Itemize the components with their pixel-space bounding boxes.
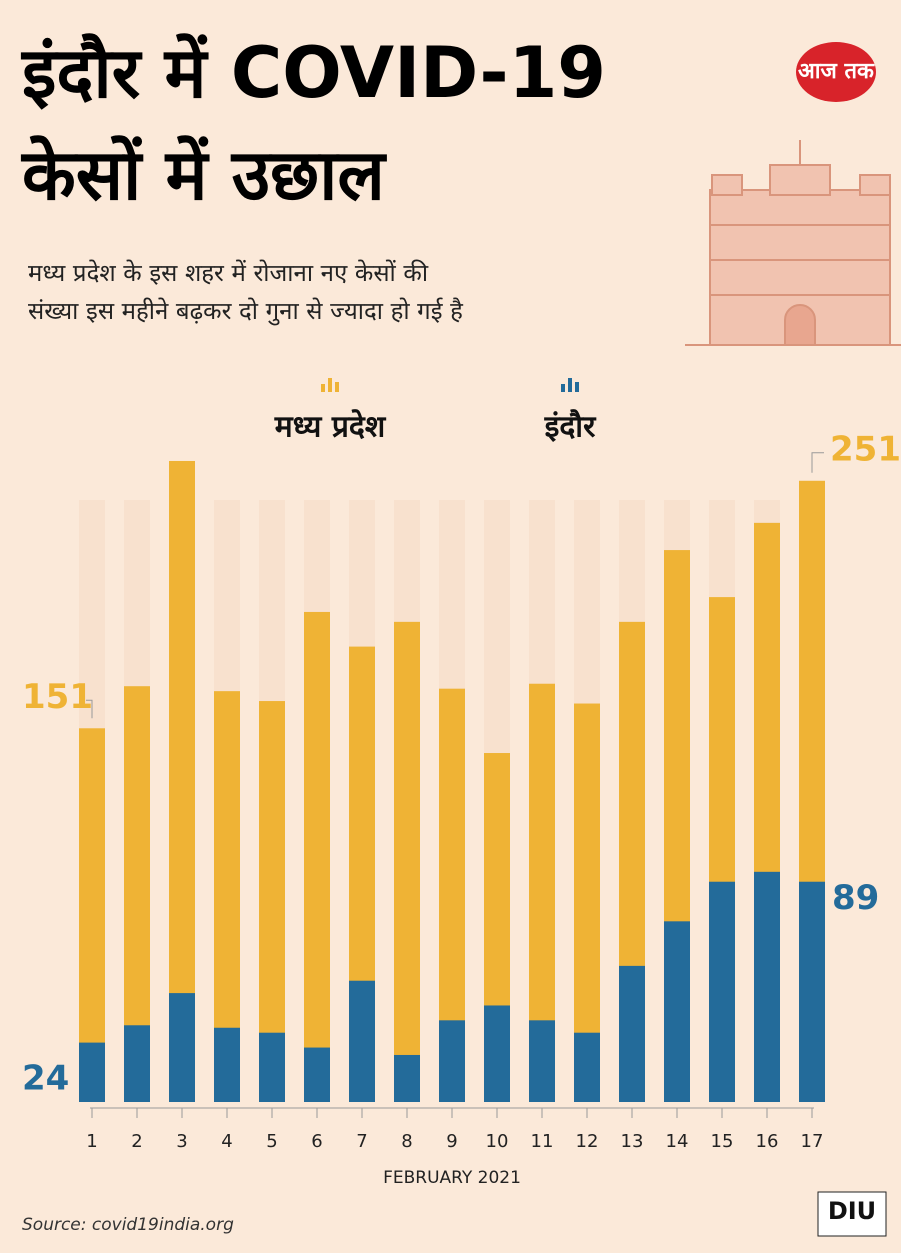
chart-title: केसों में उछाल [20, 134, 387, 216]
bar [79, 1042, 105, 1102]
legend-icon [335, 382, 339, 392]
legend-icon [575, 382, 579, 392]
source: Source: covid19india.org [22, 1215, 234, 1235]
bar [79, 728, 105, 1102]
chart-title: इंदौर में COVID-19 [20, 32, 606, 114]
bar [169, 993, 195, 1102]
x-tick-label: 1 [86, 1131, 97, 1152]
bar [619, 965, 645, 1102]
chart-subtitle: संख्या इस महीने बढ़कर दो गुना से ज्यादा … [28, 297, 464, 326]
legend-label: इंदौर [544, 409, 597, 445]
legend-icon [561, 384, 565, 392]
x-tick-label: 2 [131, 1131, 142, 1152]
x-tick-label: 8 [401, 1131, 412, 1152]
diu-logo: DIU [817, 1191, 887, 1237]
x-tick-label: 16 [756, 1131, 779, 1152]
bar [259, 1032, 285, 1102]
bar [304, 1047, 330, 1102]
x-tick-label: 17 [801, 1131, 824, 1152]
bar [709, 881, 735, 1102]
bar [484, 1005, 510, 1102]
chart-subtitle: मध्य प्रदेश के इस शहर में रोजाना नए केसो… [28, 259, 429, 287]
x-tick-label: 12 [576, 1131, 599, 1152]
bar [439, 1020, 465, 1102]
legend-label: मध्य प्रदेश [274, 409, 387, 445]
legend-icon [328, 378, 332, 392]
bar [799, 881, 825, 1102]
building-illustration [685, 140, 901, 346]
bar [394, 1054, 420, 1102]
bar [304, 611, 330, 1102]
x-tick-label: 7 [356, 1131, 367, 1152]
x-tick-label: 10 [486, 1131, 509, 1152]
label-leader [811, 452, 824, 473]
bar [574, 1032, 600, 1102]
x-tick-label: 14 [666, 1131, 689, 1152]
x-tick-label: 5 [266, 1131, 277, 1152]
label-leader [86, 699, 93, 719]
x-tick-label: 15 [711, 1131, 734, 1152]
bar [349, 980, 375, 1102]
data-label: 24 [22, 1059, 69, 1099]
bar [754, 871, 780, 1102]
bar [124, 1025, 150, 1102]
data-label: 151 [22, 677, 93, 717]
logo: आज तक [796, 42, 876, 102]
x-axis-title: FEBRUARY 2021 [383, 1168, 521, 1188]
x-tick-label: 11 [531, 1131, 554, 1152]
x-tick-label: 13 [621, 1131, 644, 1152]
x-tick-label: 4 [221, 1131, 232, 1152]
legend-icon [568, 378, 572, 392]
bar [529, 1020, 555, 1102]
legend-icon [321, 384, 325, 392]
bar [394, 621, 420, 1102]
data-label: 89 [832, 878, 879, 918]
data-label: 251 [830, 429, 901, 469]
x-tick-label: 3 [176, 1131, 187, 1152]
x-tick-label: 6 [311, 1131, 322, 1152]
x-tick-label: 9 [446, 1131, 457, 1152]
logo-text: आज तक [798, 59, 875, 84]
logo-text: DIU [828, 1197, 876, 1225]
bar [214, 1027, 240, 1102]
bar [664, 921, 690, 1102]
